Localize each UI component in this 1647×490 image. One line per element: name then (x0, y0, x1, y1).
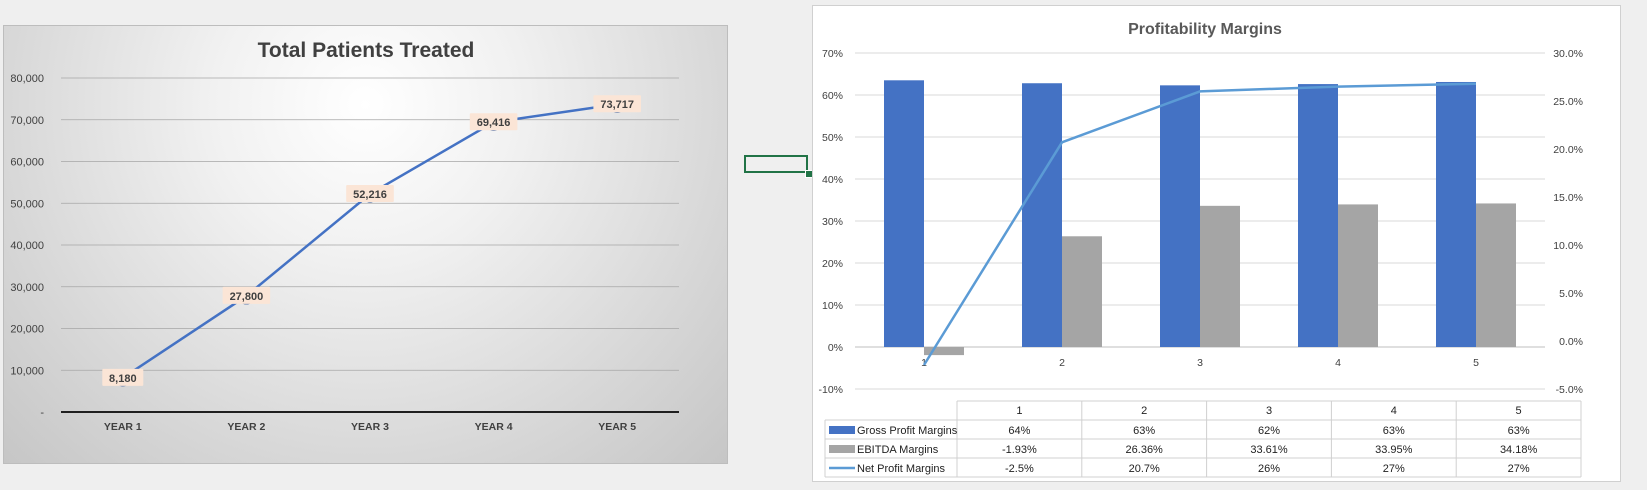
y-tick-label: 10,000 (10, 365, 44, 377)
table-cell: 20.7% (1129, 463, 1160, 475)
y-left-tick-label: 70% (822, 48, 843, 60)
bar-ebitda (1338, 204, 1378, 347)
y-tick-label: 60,000 (10, 157, 44, 169)
table-row-label: EBITDA Margins (857, 444, 939, 456)
y-right-tick-label: 25.0% (1553, 96, 1583, 108)
patients-chart-svg: Total Patients Treated - 10,000 20,000 30,00… (10, 39, 679, 433)
y-right-tick-label: 15.0% (1553, 192, 1583, 204)
table-cell: 33.61% (1250, 444, 1288, 456)
data-label: 73,717 (600, 99, 634, 111)
patients-chart[interactable]: Total Patients Treated - 10,000 20,000 30,00… (3, 25, 728, 464)
table-header: 2 (1141, 405, 1147, 417)
y-left-tick-label: 40% (822, 174, 843, 186)
x-tick-label: 5 (1473, 357, 1479, 369)
x-tick-label: 4 (1335, 357, 1341, 369)
x-tick-label: YEAR 1 (104, 421, 142, 433)
table-cell: -1.93% (1002, 444, 1037, 456)
y-left-tick-label: -10% (818, 384, 843, 396)
data-label-box (102, 368, 144, 386)
table-cell: -2.5% (1005, 463, 1034, 475)
table-cell: 27% (1383, 463, 1405, 475)
table-header: 4 (1391, 405, 1397, 417)
data-label-box (469, 113, 518, 131)
table-cell: 34.18% (1500, 444, 1538, 456)
y-left-tick-label: 30% (822, 216, 843, 228)
bar-ebitda (924, 347, 964, 356)
table-header: 1 (1016, 405, 1022, 417)
data-label-box (222, 286, 271, 304)
data-label: 8,180 (109, 373, 137, 385)
y-tick-label: 40,000 (10, 240, 44, 252)
data-label: 27,800 (230, 291, 264, 303)
y-left-tick-label: 20% (822, 258, 843, 270)
margins-chart-svg: Profitability Margins -10% 0% 10% 20% 30% 40% 5… (818, 21, 1583, 478)
table-cell: 62% (1258, 425, 1280, 437)
y-right-tick-label: 20.0% (1553, 144, 1583, 156)
x-tick-label: YEAR 5 (598, 421, 636, 433)
y-right-tick-label: 0.0% (1559, 336, 1583, 348)
bar-gross-profit (1298, 84, 1338, 347)
y-tick-label: - (40, 407, 44, 419)
bar-gross-profit (884, 80, 924, 348)
margins-chart[interactable]: Profitability Margins -10% 0% 10% 20% 30% 40% 5… (812, 5, 1621, 482)
bar-gross-profit (1022, 83, 1062, 348)
y-right-tick-label: -5.0% (1556, 384, 1583, 396)
y-right-tick-label: 5.0% (1559, 288, 1583, 300)
y-left-tick-label: 10% (822, 300, 843, 312)
net-profit-line (922, 82, 1477, 366)
data-label-box (593, 95, 641, 113)
bar-ebitda (1062, 236, 1102, 347)
x-tick-label: 2 (1059, 357, 1065, 369)
y-left-tick-label: 60% (822, 90, 843, 102)
data-label-box (346, 184, 394, 202)
table-cell: 27% (1508, 463, 1530, 475)
x-tick-label: 3 (1197, 357, 1203, 369)
bar-gross-profit (1436, 81, 1476, 347)
chart-title: Total Patients Treated (258, 39, 475, 62)
series-line (122, 102, 618, 379)
legend-key (829, 445, 855, 453)
legend-key (829, 426, 855, 434)
bar-ebitda (1200, 205, 1240, 347)
table-header: 3 (1266, 405, 1272, 417)
table-cell: 63% (1133, 425, 1155, 437)
x-tick-label: YEAR 4 (475, 421, 513, 433)
x-tick-label: YEAR 3 (351, 421, 389, 433)
table-cell: 63% (1383, 425, 1405, 437)
bar-ebitda (1476, 203, 1516, 347)
y-right-tick-label: 10.0% (1553, 240, 1583, 252)
table-cell: 26% (1258, 463, 1280, 475)
y-tick-label: 50,000 (10, 198, 44, 210)
selected-cell[interactable] (744, 155, 808, 173)
table-cell: 26.36% (1126, 444, 1164, 456)
data-label: 69,416 (477, 117, 511, 129)
y-right-tick-label: 30.0% (1553, 48, 1583, 60)
table-header: 5 (1516, 405, 1522, 417)
y-tick-label: 30,000 (10, 282, 44, 294)
y-left-tick-label: 0% (828, 342, 843, 354)
y-left-tick-label: 50% (822, 132, 843, 144)
bar-gross-profit (1160, 85, 1200, 347)
table-cell: 33.95% (1375, 444, 1413, 456)
table-cell: 63% (1508, 425, 1530, 437)
chart-title: Profitability Margins (1128, 21, 1282, 38)
y-tick-label: 20,000 (10, 324, 44, 336)
table-row-label: Net Profit Margins (857, 463, 946, 475)
table-cell: 64% (1008, 425, 1030, 437)
data-label: 52,216 (353, 189, 387, 201)
x-tick-label: YEAR 2 (227, 421, 265, 433)
y-tick-label: 80,000 (10, 73, 44, 85)
table-row-label: Gross Profit Margins (857, 425, 958, 437)
y-tick-label: 70,000 (10, 115, 44, 127)
